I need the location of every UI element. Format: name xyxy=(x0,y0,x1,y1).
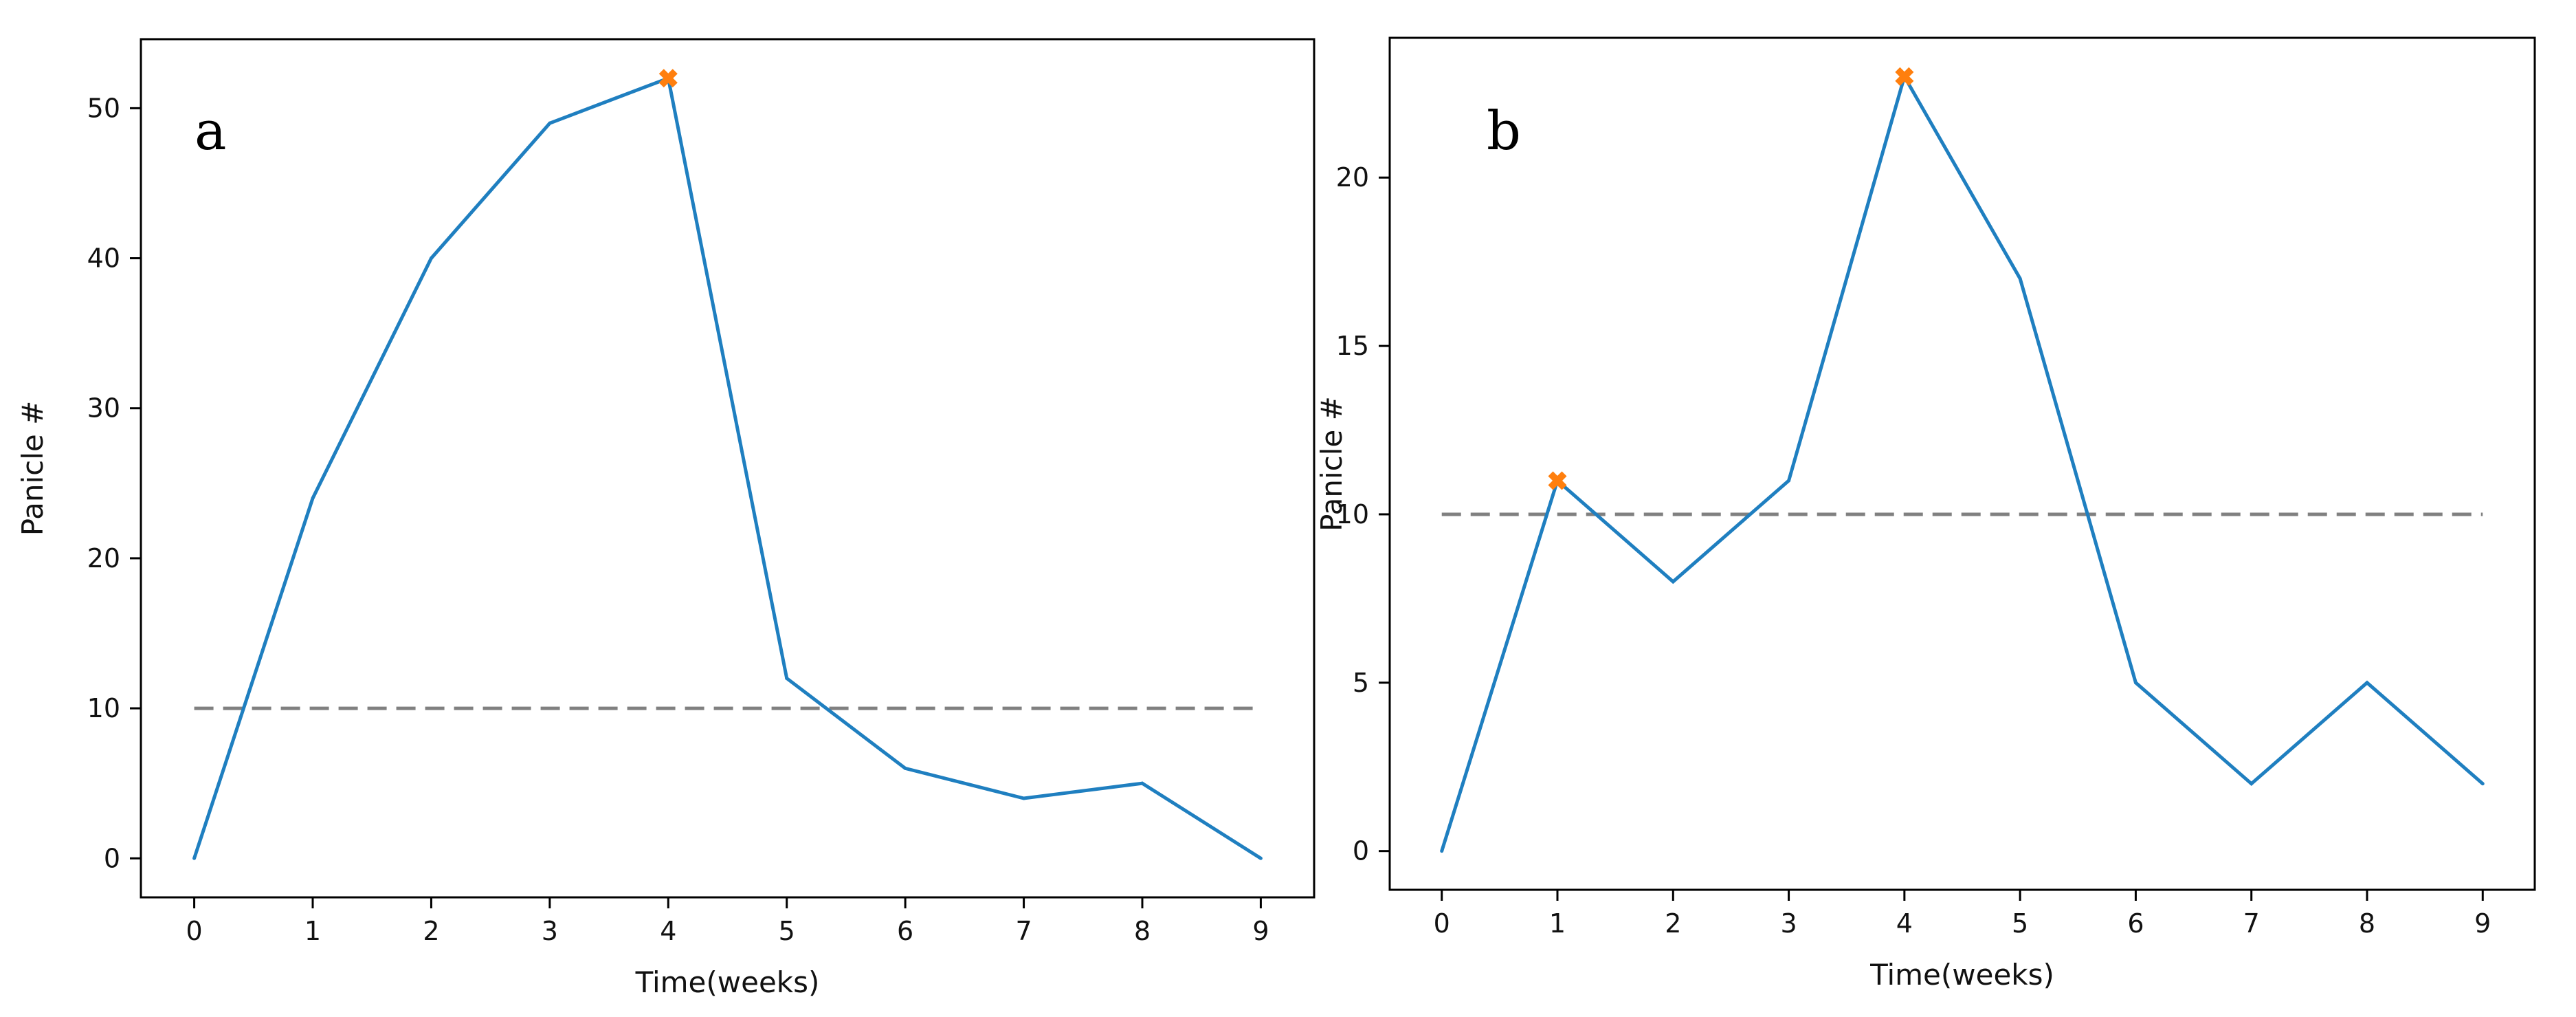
x-axis-label: Time(weeks) xyxy=(635,965,820,999)
x-tick-label: 1 xyxy=(1549,908,1566,939)
x-tick-label: 5 xyxy=(2012,908,2028,939)
x-axis-label: Time(weeks) xyxy=(1869,958,2054,992)
y-tick-label: 0 xyxy=(1353,836,1369,866)
y-tick-label: 40 xyxy=(87,243,120,274)
data-point xyxy=(1022,796,1026,800)
data-point xyxy=(1258,856,1263,860)
data-point xyxy=(2250,782,2254,786)
x-tick-label: 1 xyxy=(304,916,321,946)
panel-a: 0 1 2 3 4 5 6 7 8 9 0 10 20 30 40 50 Time(weeks) Panicle … xyxy=(16,38,1315,999)
data-point xyxy=(903,766,907,770)
x-tick-label: 0 xyxy=(186,916,202,946)
data-point xyxy=(2018,276,2022,281)
data-point xyxy=(1671,580,1675,584)
axes-frame xyxy=(1388,36,2536,891)
x-tick-label: 3 xyxy=(1780,908,1797,939)
x-tick-label: 8 xyxy=(2359,908,2375,939)
x-tick-label: 5 xyxy=(779,916,795,946)
data-point xyxy=(2480,782,2485,786)
peak-marker xyxy=(658,69,678,88)
data-point xyxy=(1140,781,1144,785)
y-tick-label: 10 xyxy=(87,693,120,723)
x-tick-label: 0 xyxy=(1434,908,1450,939)
data-point xyxy=(1440,849,1444,853)
data-point xyxy=(311,496,315,501)
panel-letter: a xyxy=(195,100,227,162)
x-tick-label: 4 xyxy=(1896,908,1913,939)
y-axis-label: Panicle # xyxy=(1315,396,1348,532)
x-tick-label: 4 xyxy=(660,916,676,946)
axes-frame xyxy=(140,38,1315,899)
x-tick-label: 7 xyxy=(2243,908,2260,939)
x-tick-label: 7 xyxy=(1015,916,1032,946)
y-tick-label: 20 xyxy=(1336,162,1369,193)
peak-marker-stroke xyxy=(1895,67,1914,86)
x-tick-label: 6 xyxy=(897,916,913,946)
y-tick-label: 5 xyxy=(1353,668,1369,698)
y-tick-label: 15 xyxy=(1336,331,1369,361)
x-tick-label: 2 xyxy=(423,916,439,946)
y-axis-label: Panicle # xyxy=(16,401,49,536)
peak-marker xyxy=(1895,67,1914,86)
panel-letter: b xyxy=(1487,100,1521,162)
x-tick-label: 9 xyxy=(1252,916,1269,946)
y-tick-label: 30 xyxy=(87,393,120,424)
y-tick-label: 10 xyxy=(1336,499,1369,529)
data-point xyxy=(1787,479,1791,483)
data-point xyxy=(429,256,433,261)
data-point xyxy=(2365,681,2369,685)
x-tick-label: 6 xyxy=(2127,908,2144,939)
y-tick-label: 50 xyxy=(87,93,120,123)
peak-marker-stroke xyxy=(1548,471,1567,490)
data-point xyxy=(192,856,197,860)
peak-marker-stroke xyxy=(658,69,678,88)
y-tick-label: 0 xyxy=(104,843,120,873)
x-tick-label: 8 xyxy=(1134,916,1151,946)
panel-b: 0 1 2 3 4 5 6 7 8 9 0 5 10 15 20 Time(weeks) Panicle # b xyxy=(1315,36,2536,992)
y-tick-label: 20 xyxy=(87,543,120,573)
series-line xyxy=(192,76,1262,860)
series-line xyxy=(1440,72,2484,852)
x-tick-label: 9 xyxy=(2474,908,2491,939)
x-tick-label: 2 xyxy=(1665,908,1681,939)
data-point xyxy=(2133,681,2138,685)
data-point xyxy=(548,121,552,125)
peak-marker xyxy=(1548,471,1567,490)
x-tick-label: 3 xyxy=(542,916,558,946)
data-point xyxy=(785,676,789,680)
